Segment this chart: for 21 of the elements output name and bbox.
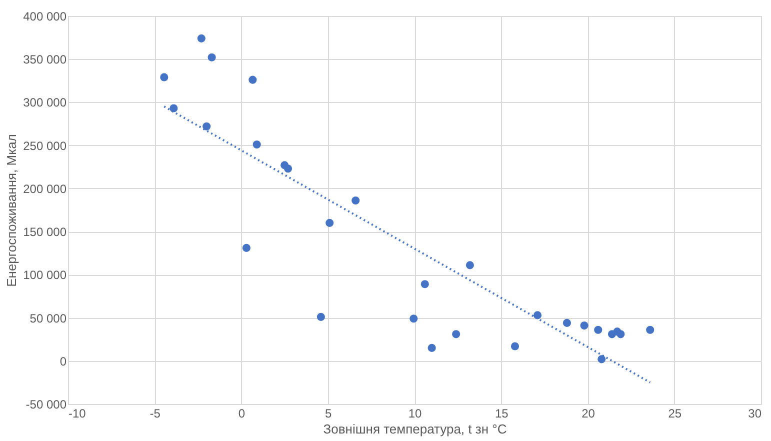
y-tick-label: 300 000: [23, 96, 67, 110]
y-tick-label: 50 000: [30, 311, 67, 326]
x-tick-label: -10: [68, 406, 86, 420]
y-tick-label: 350 000: [23, 52, 67, 67]
y-tick-label: -50 000: [26, 398, 67, 412]
y-tick-label: 200 000: [23, 182, 67, 196]
x-tick-label: 5: [325, 406, 332, 420]
x-axis-title: Зовнішня температура, t зн °C: [323, 422, 507, 436]
x-tick-label: 10: [408, 406, 422, 420]
x-tick-label: 20: [582, 406, 596, 420]
x-tick-label: 25: [668, 406, 682, 420]
y-tick-label: 100 000: [23, 268, 67, 282]
y-tick-label: 0: [60, 354, 67, 368]
x-tick-label: 30: [748, 406, 762, 420]
x-tick-label: 15: [494, 406, 509, 420]
x-tick-label: -5: [150, 406, 161, 420]
y-axis-title: Енергоспоживання, Мкал: [4, 134, 20, 287]
x-tick-label: 0: [238, 406, 246, 420]
y-tick-label: 250 000: [23, 138, 67, 153]
y-tick-label: 400 000: [23, 10, 67, 24]
y-tick-label: 150 000: [23, 225, 67, 240]
